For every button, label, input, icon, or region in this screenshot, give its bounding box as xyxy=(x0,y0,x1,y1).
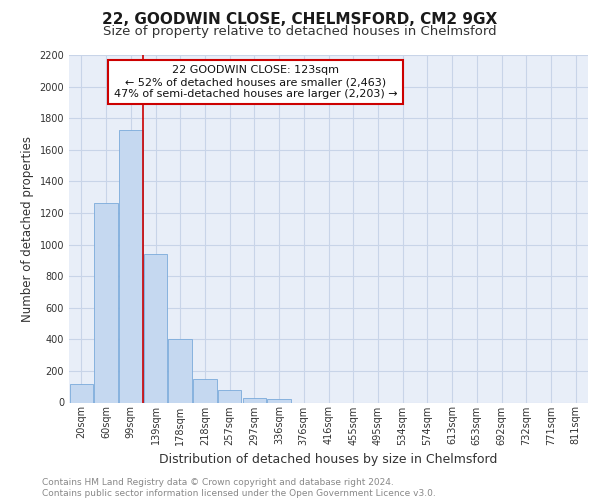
Bar xyxy=(119,130,143,402)
Bar xyxy=(144,254,167,402)
Bar xyxy=(94,202,118,402)
Text: 22, GOODWIN CLOSE, CHELMSFORD, CM2 9GX: 22, GOODWIN CLOSE, CHELMSFORD, CM2 9GX xyxy=(103,12,497,28)
Bar xyxy=(169,340,192,402)
Text: 22 GOODWIN CLOSE: 123sqm
← 52% of detached houses are smaller (2,463)
47% of sem: 22 GOODWIN CLOSE: 123sqm ← 52% of detach… xyxy=(114,66,398,98)
X-axis label: Distribution of detached houses by size in Chelmsford: Distribution of detached houses by size … xyxy=(160,453,497,466)
Text: Contains HM Land Registry data © Crown copyright and database right 2024.
Contai: Contains HM Land Registry data © Crown c… xyxy=(42,478,436,498)
Bar xyxy=(193,379,217,402)
Bar xyxy=(268,398,291,402)
Bar xyxy=(218,390,241,402)
Bar xyxy=(242,398,266,402)
Text: Size of property relative to detached houses in Chelmsford: Size of property relative to detached ho… xyxy=(103,25,497,38)
Bar xyxy=(70,384,93,402)
Y-axis label: Number of detached properties: Number of detached properties xyxy=(21,136,34,322)
